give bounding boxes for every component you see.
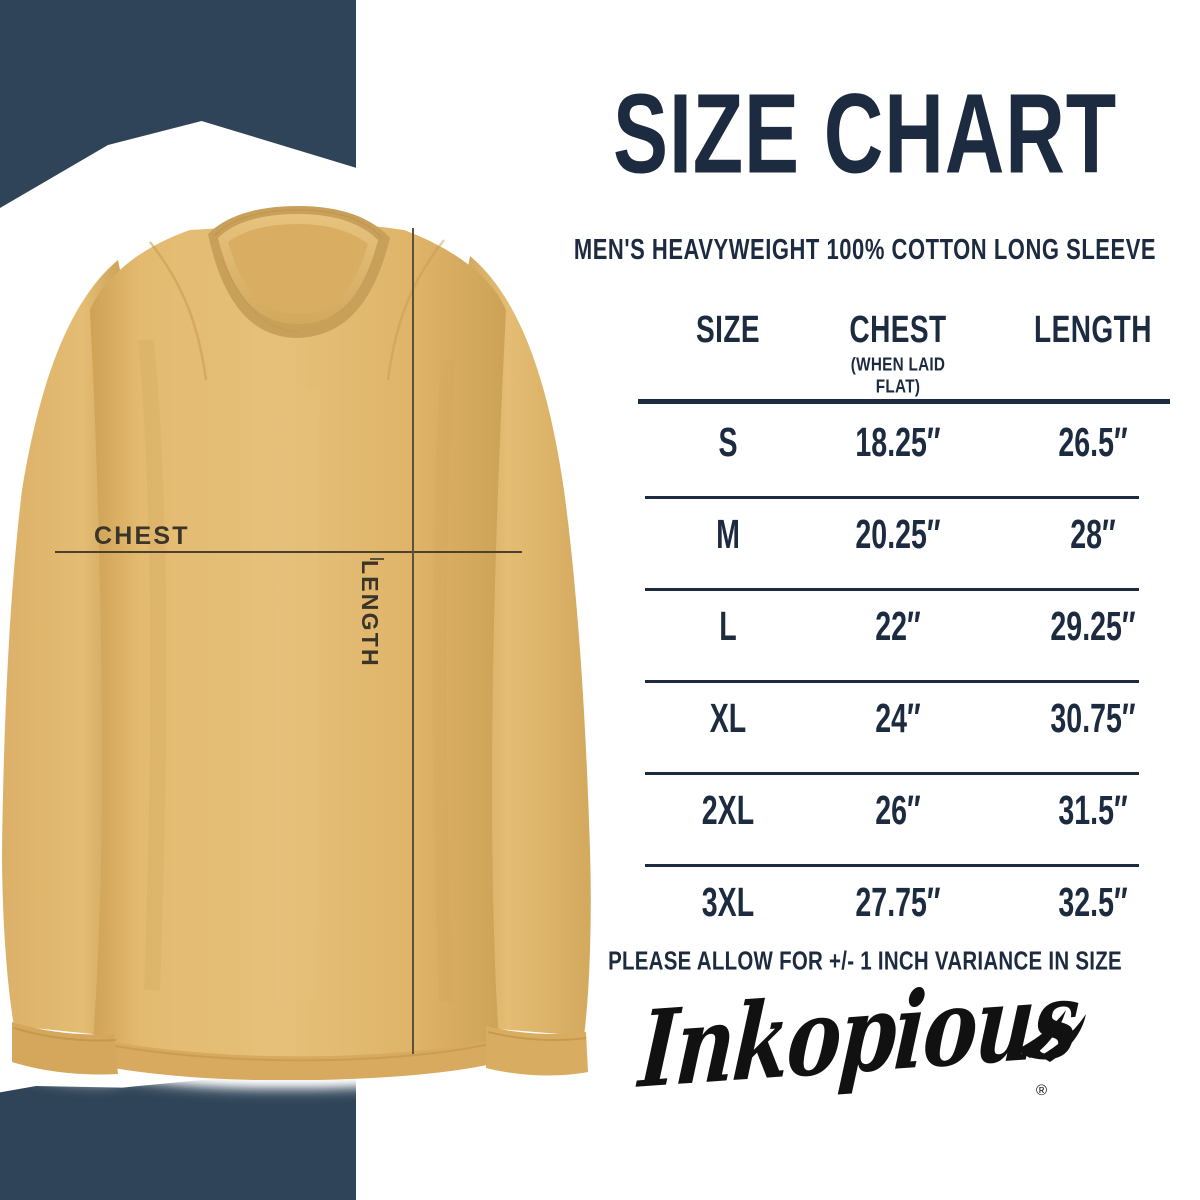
size-table: SIZE CHEST LENGTH (WHEN LAID FLAT) S 18.… <box>608 306 1170 926</box>
cell-size: XL <box>709 696 747 742</box>
table-row: 2XL 26″ 31.5″ <box>608 772 1170 864</box>
chart-panel: SIZE CHART MEN'S HEAVYWEIGHT 100% COTTON… <box>530 0 1200 1200</box>
cell-chest: 18.25″ <box>855 420 941 466</box>
column-header-chest: CHEST <box>849 306 947 350</box>
column-header-length: LENGTH <box>1034 306 1152 350</box>
variance-note: PLEASE ALLOW FOR +/- 1 INCH VARIANCE IN … <box>608 946 1122 976</box>
cell-size: 3XL <box>701 880 755 926</box>
column-header-size: SIZE <box>695 306 761 350</box>
cell-chest: 27.75″ <box>855 880 941 926</box>
cell-chest: 24″ <box>875 696 921 742</box>
cell-length: 30.75″ <box>1050 696 1136 742</box>
chest-measurement-line <box>55 551 522 553</box>
length-corner-tick <box>370 558 384 560</box>
table-header-rule <box>638 399 1170 404</box>
shirt-svg <box>2 206 591 1080</box>
page-subtitle: MEN'S HEAVYWEIGHT 100% COTTON LONG SLEEV… <box>573 234 1157 266</box>
cell-chest: 22″ <box>875 604 921 650</box>
cell-length: 28″ <box>1070 512 1116 558</box>
cell-size: 2XL <box>701 788 755 834</box>
shirt-white-outline <box>0 190 620 1080</box>
cell-size: S <box>718 420 738 466</box>
table-row: L 22″ 29.25″ <box>608 588 1170 680</box>
cell-size: M <box>716 512 740 558</box>
cell-chest: 26″ <box>875 788 921 834</box>
registered-trademark-icon: ® <box>1036 1082 1048 1099</box>
brand-swoosh-icon <box>1016 1010 1086 1062</box>
cell-length: 32.5″ <box>1058 880 1128 926</box>
column-header-chest-note: (WHEN LAID FLAT) <box>850 354 946 397</box>
chest-measurement-label: CHEST <box>94 522 190 550</box>
cell-chest: 20.25″ <box>855 512 941 558</box>
length-measurement-line <box>412 228 414 1054</box>
shirt-illustration <box>0 190 620 1080</box>
table-body: S 18.25″ 26.5″ M 20.25″ 28″ L 22″ 29.25″… <box>608 404 1170 956</box>
table-row: M 20.25″ 28″ <box>608 496 1170 588</box>
cell-length: 31.5″ <box>1058 788 1128 834</box>
table-row: 3XL 27.75″ 32.5″ <box>608 864 1170 956</box>
cell-size: L <box>719 604 737 650</box>
page-title: SIZE CHART <box>613 70 1117 198</box>
length-measurement-label: LENGTH <box>357 560 383 668</box>
cell-length: 26.5″ <box>1058 420 1128 466</box>
table-row: S 18.25″ 26.5″ <box>608 404 1170 496</box>
brand-logo: Inkopious ® <box>636 957 1110 1140</box>
table-header-row: SIZE CHEST LENGTH (WHEN LAID FLAT) <box>608 306 1170 404</box>
cell-length: 29.25″ <box>1050 604 1136 650</box>
table-row: XL 24″ 30.75″ <box>608 680 1170 772</box>
